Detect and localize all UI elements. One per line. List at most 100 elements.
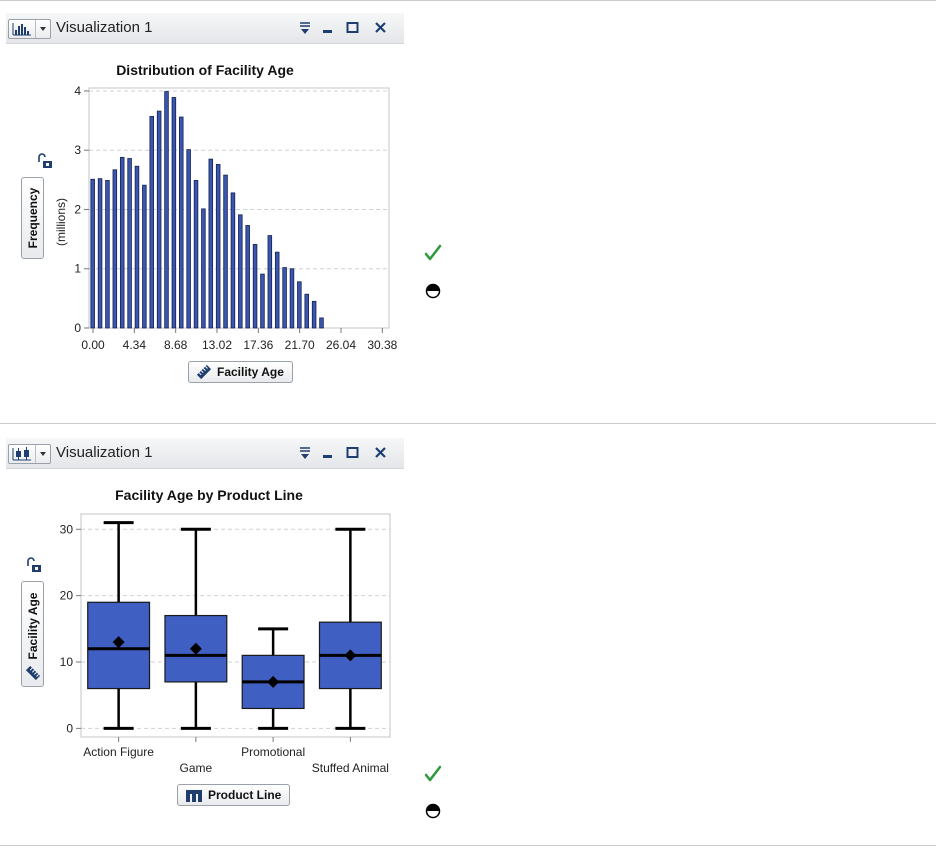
close-icon[interactable]	[371, 18, 391, 38]
histogram-bar[interactable]	[304, 293, 309, 329]
box-plot-group[interactable]	[87, 521, 151, 730]
histogram-bar[interactable]	[164, 91, 169, 329]
y-tick-label: 1	[74, 262, 81, 276]
histogram-bar[interactable]	[319, 317, 324, 329]
minimize-icon[interactable]	[318, 18, 338, 38]
boxplot-panel: Visualization 1 Facility Age by Product …	[6, 438, 404, 838]
histogram-bar[interactable]	[282, 267, 287, 329]
maximize-icon[interactable]	[343, 443, 363, 463]
menu-icon[interactable]	[295, 443, 315, 463]
y-tick-label: 20	[60, 589, 74, 603]
close-icon[interactable]	[371, 443, 391, 463]
panel-title: Visualization 1	[56, 19, 153, 36]
x-tick-label: Stuffed Animal	[312, 761, 389, 775]
x-tick-label: Action Figure	[83, 745, 154, 759]
mean-marker	[189, 642, 202, 655]
box-plot-group[interactable]	[318, 527, 382, 730]
histogram-bar[interactable]	[245, 225, 250, 329]
chevron-down-icon	[40, 27, 46, 31]
measure-ruler-icon	[26, 666, 40, 680]
x-tick-label: 17.36	[243, 338, 273, 352]
checkmark-icon	[424, 765, 442, 782]
half-circle-icon	[425, 803, 441, 819]
checkmark-icon	[424, 244, 442, 261]
y-axis-button[interactable]: Facility Age	[21, 581, 44, 687]
x-tick-label: Promotional	[241, 745, 305, 759]
chart-title: Distribution of Facility Age	[116, 62, 294, 78]
histogram-bar[interactable]	[252, 244, 258, 329]
mean-marker	[267, 675, 280, 688]
histogram-bar[interactable]	[179, 116, 184, 329]
histogram-bar[interactable]	[230, 192, 236, 329]
histogram-bar[interactable]	[112, 169, 118, 329]
mean-marker	[344, 649, 357, 662]
lock-axis-icon[interactable]	[25, 557, 43, 575]
chart-title: Facility Age by Product Line	[115, 487, 303, 503]
histogram-bar[interactable]	[149, 116, 154, 329]
histogram-bar[interactable]	[297, 281, 302, 329]
histogram-bar[interactable]	[267, 235, 273, 329]
box-plot-group[interactable]	[241, 627, 305, 730]
histogram-bar[interactable]	[260, 273, 265, 329]
histogram-bar[interactable]	[193, 180, 199, 329]
histogram-bar[interactable]	[208, 158, 214, 329]
box-plot-icon	[12, 447, 31, 461]
histogram-bar[interactable]	[119, 156, 125, 329]
histogram-bar[interactable]	[142, 184, 147, 329]
histogram-bar[interactable]	[223, 174, 228, 329]
y-tick-label: 0	[66, 721, 73, 735]
x-axis-button[interactable]: Product Line	[177, 784, 291, 806]
y-tick-label: 10	[60, 655, 74, 669]
menu-icon[interactable]	[295, 18, 315, 38]
y-tick-label: 2	[74, 202, 81, 216]
histogram-bar[interactable]	[90, 178, 95, 329]
bottom-divider	[0, 845, 936, 846]
mean-marker	[112, 636, 125, 649]
x-tick-label: 13.02	[202, 338, 232, 352]
histogram-bar[interactable]	[289, 268, 295, 329]
histogram-bar[interactable]	[311, 300, 317, 329]
x-tick-label: 30.38	[367, 338, 397, 352]
panel-title-bar: Visualization 1	[6, 13, 404, 44]
visualization-type-button[interactable]	[8, 444, 51, 464]
boxplot-chart: Facility Age by Product Line 0 10 20 30 Act…	[60, 487, 391, 775]
y-tick-label: 4	[74, 84, 81, 98]
histogram-bar[interactable]	[274, 251, 280, 329]
y-axis-button[interactable]: Frequency	[21, 177, 44, 259]
x-axis-button[interactable]: Facility Age	[188, 361, 293, 383]
chevron-down-icon	[40, 452, 46, 456]
visualization-type-button[interactable]	[8, 19, 51, 39]
histogram-bar[interactable]	[215, 164, 221, 329]
x-tick-label: 4.34	[123, 338, 147, 352]
maximize-icon[interactable]	[343, 18, 363, 38]
histogram-bar[interactable]	[97, 178, 103, 329]
minimize-icon[interactable]	[318, 443, 338, 463]
x-tick-label: Game	[180, 761, 213, 775]
histogram-chart: Distribution of Facility Age 0 1 2 3 4 0.00 4…	[74, 62, 397, 352]
histogram-bar[interactable]	[201, 208, 206, 329]
panel-title: Visualization 1	[56, 444, 153, 461]
category-icon	[186, 790, 202, 802]
histogram-bar[interactable]	[134, 165, 140, 329]
histogram-bar[interactable]	[171, 97, 177, 329]
y-tick-label: 30	[60, 522, 74, 536]
histogram-bar[interactable]	[156, 110, 162, 329]
panel-title-bar: Visualization 1	[6, 438, 404, 469]
y-tick-label: 0	[74, 321, 81, 335]
y-tick-label: 3	[74, 143, 81, 157]
middle-divider	[0, 423, 936, 424]
histogram-bar[interactable]	[105, 180, 110, 329]
x-tick-label: 26.04	[326, 338, 356, 352]
histogram-bar[interactable]	[127, 158, 132, 329]
histogram-panel: Visualization 1 Distribution of Facility…	[6, 13, 404, 413]
histogram-icon	[12, 23, 31, 36]
x-tick-label: 8.68	[164, 338, 188, 352]
box-plot-group[interactable]	[164, 527, 228, 730]
top-divider	[0, 0, 936, 1]
histogram-bar[interactable]	[186, 149, 191, 329]
half-circle-icon	[425, 283, 441, 299]
measure-ruler-icon	[197, 365, 211, 379]
histogram-bar[interactable]	[238, 214, 243, 329]
x-tick-label: 0.00	[81, 338, 105, 352]
lock-axis-icon[interactable]	[36, 153, 54, 171]
